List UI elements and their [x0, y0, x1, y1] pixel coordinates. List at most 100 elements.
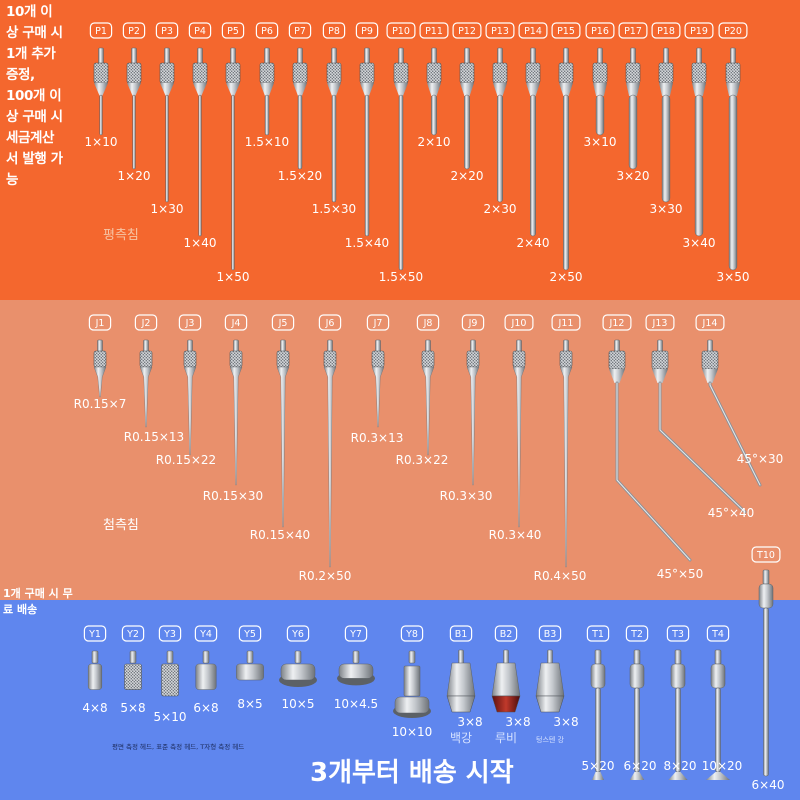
code-chip-p6: P6	[255, 22, 279, 39]
size-label-t10: 6×40	[752, 778, 785, 792]
code-chip-p18: P18	[651, 22, 681, 39]
head-y4: Y4 6×8	[193, 625, 219, 715]
size-label-p8: 1.5×30	[312, 202, 356, 216]
knurled-grip	[608, 350, 626, 370]
tapered-needle	[421, 366, 435, 456]
knurled-grip	[559, 350, 573, 368]
code-chip-j3-frame	[178, 314, 202, 331]
probe-j5: J5 R0.15×40	[250, 314, 310, 542]
probe-stem	[530, 94, 536, 237]
thread-stub	[98, 47, 104, 65]
code-chip-p10-frame	[386, 22, 416, 39]
code-chip-p14-frame	[518, 22, 548, 39]
tapered-needle	[183, 366, 197, 456]
probe-j11: J11 R0.4×50	[534, 314, 586, 583]
size-label-y2: 5×8	[120, 701, 145, 715]
size-label-j4: R0.15×30	[203, 489, 263, 503]
size-label-p6: 1.5×10	[245, 135, 289, 149]
probe-p12: P12 2×20	[451, 22, 483, 183]
tapered-shoulder	[609, 369, 625, 383]
disc-tip	[592, 772, 604, 780]
code-chip-y4-text: Y4	[199, 629, 212, 640]
code-chip-p15: P15	[551, 22, 581, 39]
code-chip-j5-frame	[271, 314, 295, 331]
code-chip-j5: J5	[271, 314, 295, 331]
flat-head	[195, 663, 217, 690]
thread-stub	[230, 47, 236, 65]
size-label-b2: 3×8	[505, 715, 530, 729]
collar	[758, 583, 774, 609]
thread-stub	[594, 649, 602, 665]
knurled-grip	[658, 62, 674, 84]
code-chip-j8-frame	[416, 314, 440, 331]
probe-stem	[99, 94, 103, 136]
size-label-y8: 10×10	[392, 725, 433, 739]
code-chip-p8: P8	[322, 22, 346, 39]
code-chip-p17-text: P17	[624, 26, 642, 37]
code-chip-y3: Y3	[158, 625, 182, 642]
size-label-j7: R0.3×13	[351, 431, 404, 445]
code-chip-y1: Y1	[83, 625, 107, 642]
code-chip-t10-text: T10	[756, 550, 775, 561]
code-chip-p3-text: P3	[161, 26, 173, 37]
collar	[670, 663, 686, 689]
probe-j2: J2 R0.15×13	[124, 314, 184, 444]
code-chip-b3-frame	[538, 625, 562, 642]
code-chip-y2-frame	[121, 625, 145, 642]
size-label-y4: 6×8	[193, 701, 218, 715]
knurled-head	[124, 663, 142, 690]
tapered-shoulder	[360, 83, 374, 96]
head-t10: T10 6×40	[751, 546, 785, 792]
code-chip-p6-frame	[255, 22, 279, 39]
size-label-p7: 1.5×20	[278, 169, 322, 183]
flat-probe-label: 평측침	[103, 228, 139, 243]
thread-stub	[202, 650, 210, 664]
size-label-p4: 1×40	[184, 236, 217, 250]
tapered-shoulder	[327, 83, 341, 96]
thread-stub	[331, 47, 337, 65]
code-chip-y6: Y6	[286, 625, 310, 642]
knurled-grip	[276, 350, 290, 368]
code-chip-y1-text: Y1	[88, 629, 101, 640]
ball-tip	[446, 695, 476, 713]
size-label-j3: R0.15×22	[156, 453, 216, 467]
head-y2: Y2 5×8	[120, 625, 146, 715]
code-chip-p12: P12	[452, 22, 482, 39]
code-chip-j1-frame	[88, 314, 112, 331]
tapered-needle	[93, 366, 107, 398]
thread-stub	[97, 339, 103, 353]
thread-stub	[131, 47, 137, 65]
knurled-grip	[292, 62, 308, 84]
code-chip-j13-text: J13	[652, 318, 668, 329]
thread-stub	[294, 650, 302, 664]
size-label-t3: 8×20	[664, 759, 697, 773]
code-chip-p13-frame	[485, 22, 515, 39]
code-chip-t3-frame	[666, 625, 690, 642]
knurled-grip	[492, 62, 508, 84]
code-chip-p9: P9	[355, 22, 379, 39]
code-chip-p17: P17	[618, 22, 648, 39]
size-label-j13: 45°×40	[708, 506, 755, 520]
knurled-grip	[326, 62, 342, 84]
code-chip-p19: P19	[684, 22, 714, 39]
knurled-grip	[229, 350, 243, 368]
code-chip-y6-text: Y6	[291, 629, 304, 640]
head-t1: T1 5×20	[582, 625, 614, 780]
tapered-shoulder	[427, 83, 441, 96]
code-chip-j14-frame	[695, 314, 725, 331]
code-chip-p12-frame	[452, 22, 482, 39]
size-label-y3: 5×10	[154, 710, 187, 724]
thread-stub	[470, 339, 476, 353]
code-chip-p2-text: P2	[128, 26, 140, 37]
head-y5: Y5 8×5	[236, 625, 264, 711]
thread-stub	[364, 47, 370, 65]
code-chip-b3-text: B3	[544, 629, 557, 640]
code-chip-j2-frame	[134, 314, 158, 331]
probe-j8: J8 R0.3×22	[396, 314, 448, 467]
disc-tip	[629, 772, 645, 780]
collar	[629, 663, 645, 689]
size-label-p9: 1.5×40	[345, 236, 389, 250]
code-chip-p1: P1	[89, 22, 113, 39]
tapered-shoulder	[626, 83, 640, 96]
